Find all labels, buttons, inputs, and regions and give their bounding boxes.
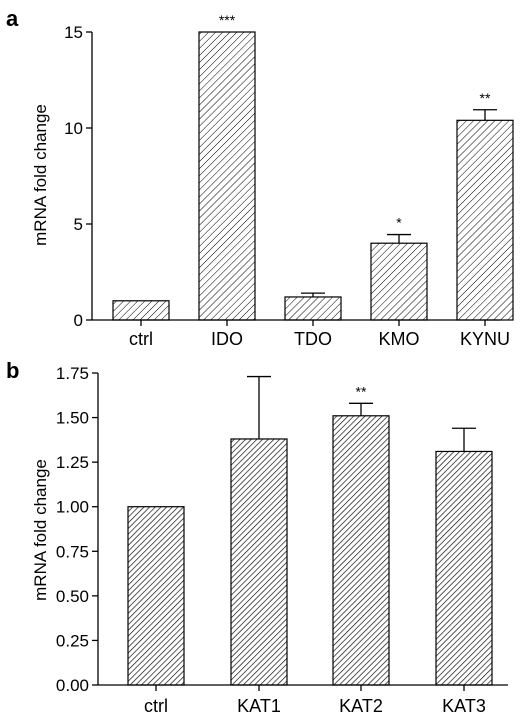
panel-b-bar-kat2 [332,415,390,686]
panel-a-category-label: IDO [211,329,243,349]
panel-b-y-tick-label: 0.00 [56,676,89,695]
panel-a-y-tick-label: 5 [74,215,83,234]
panel-b-y-tick-label: 1.25 [56,453,89,472]
panel-b-significance-label: ** [356,383,367,399]
panel-a-bar-ctrl [112,300,170,321]
panel-a-category-label: ctrl [129,329,153,349]
panel-a-bar-kmo [370,242,428,321]
panel-a-significance-label: * [396,215,402,231]
panel-a-category-label: TDO [294,329,332,349]
panel-a-label: a [6,6,19,31]
panel-a-y-tick-label: 10 [64,119,83,138]
panel-a-y-tick-label: 0 [74,311,83,330]
panel-b-plot: 0.00 0.25 0.50 0.75 1.00 1.25 1.50 1.75 ctrl KAT1… [56,364,508,716]
panel-a-y-axis-title: mRNA fold change [31,104,50,246]
panel-b-y-tick-label: 0.75 [56,542,89,561]
panel-b-y-tick-label: 1.50 [56,409,89,428]
panel-a-plot: 0 5 10 15 ctrl *** IDO TDO * KMO ** KYNU [64,12,514,349]
panel-a-bar-tdo [284,296,342,321]
panel-b-category-label: ctrl [144,696,168,716]
panel-a-bar-kynu [456,119,514,321]
panel-b-category-label: KAT3 [442,696,486,716]
panel-b-bar-kat3 [435,450,493,686]
panel-a-significance-label: *** [219,12,236,28]
panel-a-y-tick-label: 15 [64,23,83,42]
panel-b-category-label: KAT1 [237,696,281,716]
panel-a-category-label: KYNU [460,329,510,349]
panel-a-category-label: KMO [378,329,419,349]
panel-a-bar-ido [198,31,256,321]
panel-a-significance-label: ** [480,90,491,106]
panel-b-bar-kat1 [230,438,288,686]
panel-b-y-tick-label: 1.00 [56,498,89,517]
panel-b-y-tick-label: 0.25 [56,631,89,650]
panel-b-y-axis-title: mRNA fold change [31,459,50,601]
panel-b-y-tick-label: 0.50 [56,587,89,606]
panel-b-y-tick-label: 1.75 [56,364,89,383]
panel-b-category-label: KAT2 [339,696,383,716]
panel-b-bar-ctrl [127,506,185,686]
panel-b-label: b [6,358,19,383]
